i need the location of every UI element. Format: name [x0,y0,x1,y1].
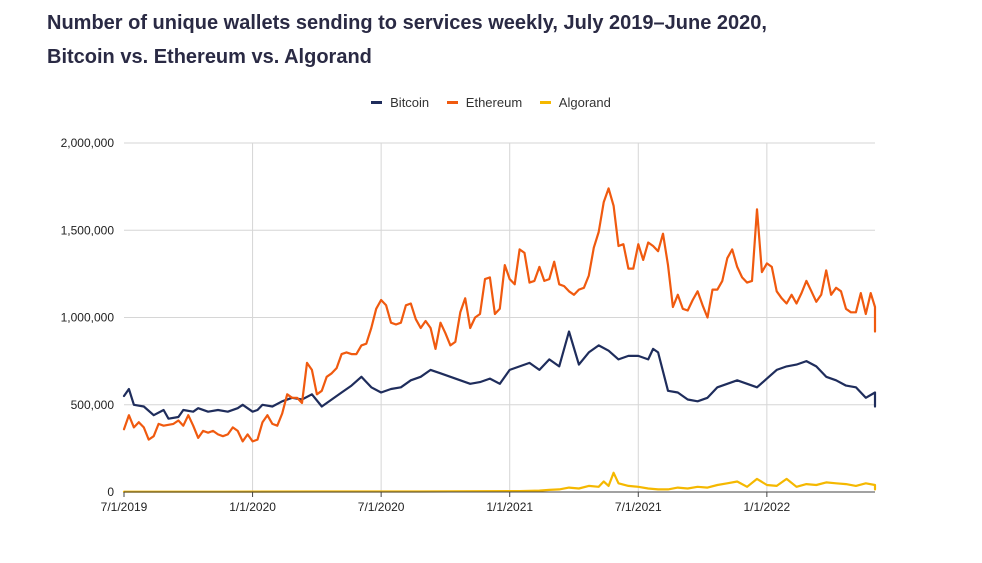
x-tick-label: 7/1/2019 [101,500,148,514]
axes: 0 500,000 1,000,000 1,500,000 2,000,000 7/1/2… [61,136,875,514]
legend-swatch-ethereum [446,101,458,104]
x-tick-label: 1/1/2020 [229,500,276,514]
chart-title: Number of unique wallets sending to serv… [47,6,947,74]
y-tick-label: 0 [107,485,114,499]
legend-item-bitcoin: Bitcoin [371,95,429,110]
series-line-ethereum [122,187,877,443]
legend-label-bitcoin: Bitcoin [390,95,430,110]
chart-legend: Bitcoin Ethereum Algorand [0,92,982,110]
x-tick-label: 1/1/2022 [743,500,790,514]
series-lines [122,187,877,493]
chart-title-line-1: Number of unique wallets sending to serv… [47,12,767,34]
x-tick-label: 7/1/2021 [615,500,662,514]
y-tick-label: 1,000,000 [61,311,115,325]
x-tick-label: 7/1/2020 [358,500,405,514]
y-tick-label: 1,500,000 [61,223,115,237]
legend-swatch-bitcoin [371,101,383,104]
gridlines [124,142,875,492]
legend-label-ethereum: Ethereum [465,95,523,110]
legend-item-algorand: Algorand [539,95,611,110]
legend-label-algorand: Algorand [558,95,611,110]
y-tick-label: 500,000 [71,398,115,412]
chart-title-line-2: Bitcoin vs. Ethereum vs. Algorand [47,46,372,68]
legend-swatch-algorand [539,101,551,104]
series-line-bitcoin [122,330,877,420]
series-line-algorand [122,471,877,493]
x-tick-label: 1/1/2021 [486,500,533,514]
y-tick-label: 2,000,000 [61,136,115,150]
legend-item-ethereum: Ethereum [446,95,523,110]
